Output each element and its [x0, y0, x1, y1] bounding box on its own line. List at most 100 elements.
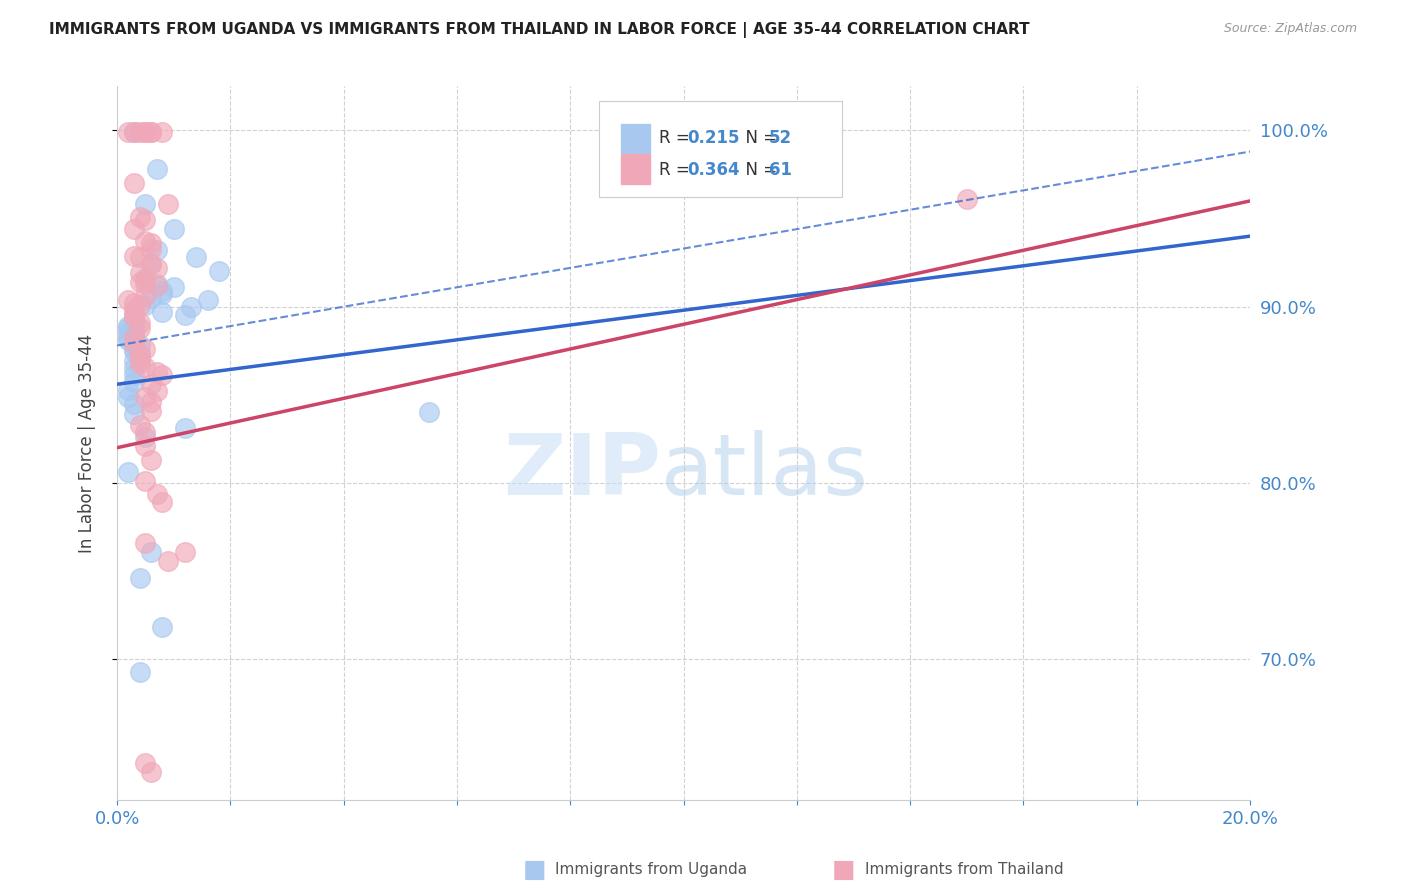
Text: Immigrants from Uganda: Immigrants from Uganda	[555, 863, 748, 877]
Point	[128, 266, 150, 280]
Point	[145, 260, 167, 275]
Text: 52: 52	[769, 128, 792, 147]
Point	[139, 377, 162, 392]
Text: ZIP: ZIP	[503, 430, 661, 513]
Text: N =: N =	[734, 128, 782, 147]
Point	[128, 125, 150, 139]
Point	[174, 309, 197, 323]
Point	[117, 390, 139, 404]
Text: ■: ■	[832, 858, 855, 881]
Point	[122, 324, 145, 338]
Point	[128, 571, 150, 585]
Point	[139, 125, 162, 139]
Point	[418, 405, 440, 419]
Point	[134, 536, 156, 550]
Point	[128, 356, 150, 370]
Point	[122, 407, 145, 421]
Point	[134, 430, 156, 444]
Point	[122, 249, 145, 263]
Point	[117, 321, 139, 335]
Text: R =: R =	[658, 161, 695, 179]
Point	[134, 197, 156, 211]
Point	[128, 665, 150, 679]
Point	[134, 474, 156, 488]
Point	[134, 125, 156, 139]
Text: ■: ■	[523, 858, 546, 881]
Point	[139, 125, 162, 139]
Point	[139, 291, 162, 305]
Point	[128, 417, 150, 432]
Point	[139, 257, 162, 271]
Point	[128, 321, 150, 335]
Point	[152, 368, 174, 383]
Point	[174, 544, 197, 558]
Point	[157, 197, 180, 211]
Point	[122, 361, 145, 376]
Point	[145, 244, 167, 258]
Point	[117, 326, 139, 340]
Point	[134, 213, 156, 227]
Text: Source: ZipAtlas.com: Source: ZipAtlas.com	[1223, 22, 1357, 36]
Point	[134, 235, 156, 249]
Point	[117, 319, 139, 334]
Point	[145, 278, 167, 293]
Point	[122, 354, 145, 368]
Point	[122, 176, 145, 190]
Point	[117, 331, 139, 345]
Point	[134, 756, 156, 771]
Point	[128, 347, 150, 361]
Point	[134, 425, 156, 439]
Point	[122, 296, 145, 310]
Point	[152, 620, 174, 634]
Point	[117, 333, 139, 347]
Point	[128, 298, 150, 312]
Point	[117, 293, 139, 307]
Point	[174, 421, 197, 435]
Point	[128, 338, 150, 352]
Point	[134, 439, 156, 453]
FancyBboxPatch shape	[621, 124, 650, 154]
Point	[122, 125, 145, 139]
Point	[117, 383, 139, 397]
Point	[117, 466, 139, 480]
Point	[145, 384, 167, 399]
Point	[134, 277, 156, 291]
Point	[139, 453, 162, 467]
Point	[152, 284, 174, 298]
Point	[128, 352, 150, 367]
Point	[122, 397, 145, 411]
Point	[180, 300, 202, 314]
Point	[122, 327, 145, 342]
Point	[122, 323, 145, 337]
Y-axis label: In Labor Force | Age 35-44: In Labor Force | Age 35-44	[79, 334, 96, 553]
Point	[163, 222, 186, 236]
Point	[139, 236, 162, 251]
Point	[128, 349, 150, 363]
Point	[128, 316, 150, 330]
Point	[122, 125, 145, 139]
Point	[122, 316, 145, 330]
Point	[122, 303, 145, 318]
Point	[122, 310, 145, 325]
Text: 0.364: 0.364	[688, 161, 740, 179]
Point	[186, 250, 208, 264]
Text: atlas: atlas	[661, 430, 869, 513]
Point	[139, 242, 162, 256]
Point	[122, 336, 145, 351]
Text: R =: R =	[658, 128, 695, 147]
Point	[139, 403, 162, 417]
Point	[122, 342, 145, 356]
Text: 0.215: 0.215	[688, 128, 740, 147]
Point	[956, 192, 979, 206]
Point	[152, 495, 174, 509]
Point	[145, 162, 167, 177]
Point	[134, 271, 156, 285]
FancyBboxPatch shape	[621, 154, 650, 184]
Point	[122, 376, 145, 390]
Point	[122, 314, 145, 328]
Text: IMMIGRANTS FROM UGANDA VS IMMIGRANTS FROM THAILAND IN LABOR FORCE | AGE 35-44 CO: IMMIGRANTS FROM UGANDA VS IMMIGRANTS FRO…	[49, 22, 1029, 38]
Point	[152, 305, 174, 319]
Point	[122, 222, 145, 236]
FancyBboxPatch shape	[599, 101, 842, 197]
Point	[128, 275, 150, 289]
